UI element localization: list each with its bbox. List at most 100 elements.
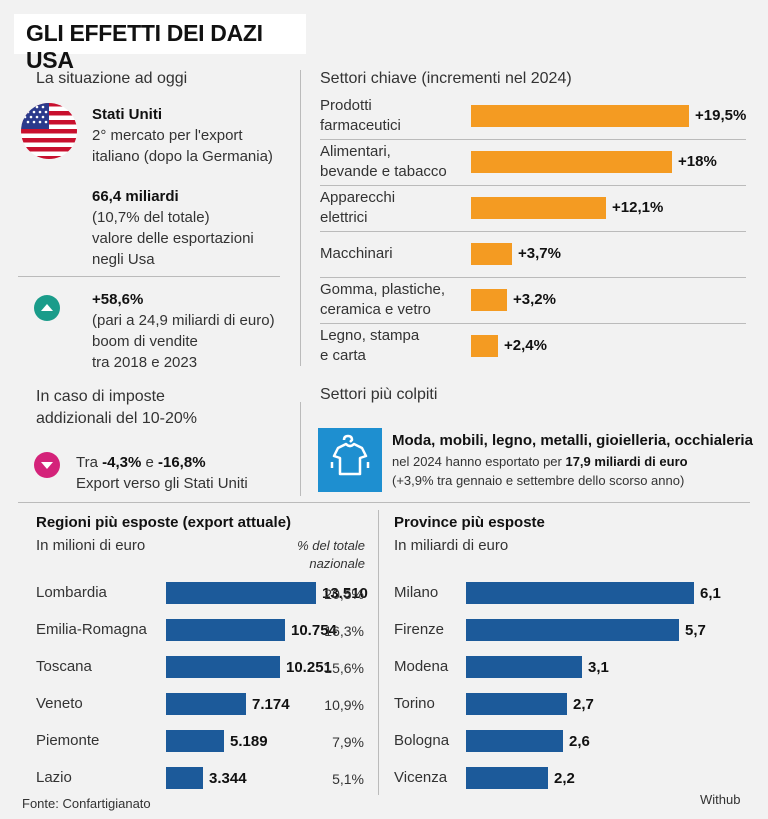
sector-label: Gomma, plastiche, ceramica e vetro [320,281,446,318]
sector-label: Legno, stampa e carta [320,327,420,364]
region-label: Piemonte [36,732,100,749]
province-label: Bologna [394,732,450,749]
sector-value-label: +18% [678,153,717,170]
sector-bar [471,289,507,311]
region-label: Lazio [36,769,72,786]
country-desc-line2: italiano (dopo la Germania) [92,148,273,165]
pct-header-line1: % del totale [297,538,365,553]
provinces-subheading: In miliardi di euro [394,537,509,554]
province-label: Firenze [394,621,445,638]
province-value-label: 2,6 [569,733,590,750]
column-divider [378,510,379,795]
regions-subheading: In milioni di euro [36,537,146,554]
column-divider [300,402,301,496]
province-label: Vicenza [394,769,448,786]
export-desc-line2: valore delle esportazioni [92,230,254,247]
provinces-heading: Province più esposte [394,514,545,531]
province-value-label: 5,7 [685,622,706,639]
sector-value-label: +3,7% [518,245,561,262]
export-desc-line3: negli Usa [92,251,155,268]
region-pct-label: 5,1% [332,771,364,787]
arrow-down-icon [34,452,60,478]
growth-desc-line3: tra 2018 e 2023 [92,354,198,371]
sector-value-label: +3,2% [513,291,556,308]
growth-value: +58,6% [92,291,144,308]
province-label: Modena [394,658,449,675]
region-pct-label: 10,9% [324,697,364,713]
sector-value-label: +19,5% [695,107,747,124]
hit-sectors-heading: Settori più colpiti [320,386,438,403]
section-divider [18,502,750,503]
tariffs-heading-line1: In caso di imposte [36,388,165,405]
province-label: Torino [394,695,435,712]
regions-heading: Regioni più esposte (export attuale) [36,514,292,531]
row-divider [320,277,746,278]
province-bar [466,656,582,678]
growth-desc-line2: boom di vendite [92,333,198,350]
credit: Withub [700,792,741,807]
page-title: GLI EFFETTI DEI DAZI USA [14,14,306,73]
hit-sectors-export: nel 2024 hanno esportato per 17,9 miliar… [392,454,688,469]
us-flag-icon [21,103,77,159]
region-value-label: 10.754 [291,622,337,639]
region-label: Lombardia [36,584,107,601]
hit-sectors-headline: Moda, mobili, legno, metalli, gioielleri… [392,432,753,449]
region-bar [166,582,316,604]
region-value-label: 13.510 [322,585,368,602]
key-sectors-heading: Settori chiave (incrementi nel 2024) [320,70,572,87]
growth-desc-line1: (pari a 24,9 miliardi di euro) [92,312,275,329]
region-value-label: 7.174 [252,696,290,713]
clothing-icon [318,428,382,492]
divider [18,276,280,277]
row-divider [320,185,746,186]
country-name: Stati Uniti [92,106,162,123]
region-label: Emilia-Romagna [36,621,147,638]
province-bar [466,730,563,752]
region-bar [166,619,285,641]
region-value-label: 5.189 [230,733,268,750]
sector-label: Alimentari, bevande e tabacco [320,143,447,180]
sector-value-label: +2,4% [504,337,547,354]
sector-value-label: +12,1% [612,199,664,216]
region-bar [166,767,203,789]
hit-sectors-note: (+3,9% tra gennaio e settembre dello sco… [392,473,685,488]
sector-bar [471,105,689,127]
row-divider [320,231,746,232]
source-note: Fonte: Confartigianato [22,796,151,811]
region-pct-label: 7,9% [332,734,364,750]
export-desc-line1: (10,7% del totale) [92,209,210,226]
arrow-up-icon [34,295,60,321]
province-value-label: 2,2 [554,770,575,787]
row-divider [320,323,746,324]
province-bar [466,767,548,789]
region-bar [166,656,280,678]
sector-bar [471,197,606,219]
situation-heading: La situazione ad oggi [36,70,188,87]
tariffs-range: Tra -4,3% e -16,8% [76,454,206,471]
province-bar [466,693,567,715]
province-bar [466,582,694,604]
province-value-label: 2,7 [573,696,594,713]
region-pct-label: 20,5% [324,586,364,602]
sector-label: Macchinari [320,245,393,262]
export-value: 66,4 miliardi [92,188,179,205]
province-bar [466,619,679,641]
region-bar [166,693,246,715]
sector-bar [471,335,498,357]
tariffs-range-desc: Export verso gli Stati Uniti [76,475,248,492]
region-pct-label: 16,3% [324,623,364,639]
sector-bar [471,243,512,265]
tariffs-heading-line2: addizionali del 10-20% [36,410,197,427]
sector-label: Prodotti farmaceutici [320,97,401,134]
province-value-label: 6,1 [700,585,721,602]
region-value-label: 3.344 [209,770,247,787]
column-divider [300,70,301,366]
country-desc-line1: 2° mercato per l'export [92,127,243,144]
pct-header-line2: nazionale [309,556,365,571]
province-value-label: 3,1 [588,659,609,676]
region-value-label: 10.251 [286,659,332,676]
region-pct-label: 15,6% [324,660,364,676]
row-divider [320,139,746,140]
region-label: Toscana [36,658,92,675]
province-label: Milano [394,584,439,601]
